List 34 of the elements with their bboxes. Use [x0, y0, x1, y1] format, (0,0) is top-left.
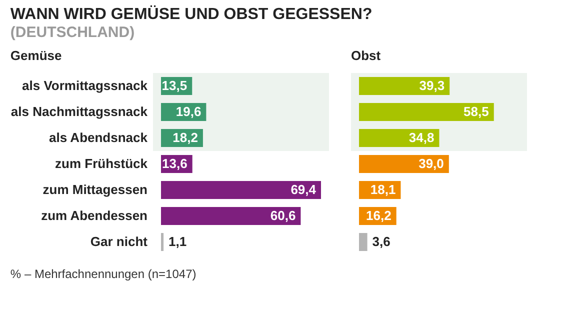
- bar: [161, 207, 301, 225]
- y-tick-label: Gar nicht: [90, 234, 148, 249]
- data-label: 3,6: [372, 234, 390, 249]
- bar: [359, 233, 368, 251]
- data-label: 34,8: [408, 130, 434, 145]
- data-label: 13,5: [162, 78, 188, 93]
- data-label: 39,0: [418, 156, 444, 171]
- bar: [359, 129, 440, 147]
- data-label: 60,6: [270, 208, 296, 223]
- bar: [359, 77, 450, 95]
- bar: [161, 233, 164, 251]
- y-tick-label: als Vormittagssnack: [22, 78, 148, 93]
- chart-title: WANN WIRD GEMÜSE UND OBST GEGESSEN?: [10, 5, 372, 23]
- y-tick-label: zum Abendessen: [41, 208, 148, 223]
- y-tick-label: zum Mittagessen: [42, 182, 148, 197]
- data-label: 1,1: [168, 234, 187, 249]
- data-label: 16,2: [366, 208, 392, 223]
- y-tick-label: als Abendsnack: [48, 130, 148, 145]
- data-label: 18,2: [172, 130, 198, 145]
- data-label: 39,3: [419, 78, 445, 93]
- text: % – Mehrfachnennungen (n=1047): [10, 267, 196, 281]
- bar: [359, 103, 494, 121]
- chart-subtitle: (DEUTSCHLAND): [10, 24, 135, 41]
- data-label: 58,5: [464, 104, 489, 119]
- y-tick-label: als Nachmittagssnack: [10, 104, 148, 119]
- text: Gemüse: [10, 48, 62, 63]
- data-label: 13,6: [162, 156, 188, 171]
- data-label: 19,6: [176, 104, 202, 119]
- data-label: 18,1: [370, 182, 396, 197]
- y-tick-label: zum Frühstück: [55, 156, 148, 171]
- data-label: 69,4: [290, 182, 317, 197]
- series-label: Obst: [351, 48, 382, 63]
- bar: [359, 155, 449, 173]
- bar: [161, 181, 321, 199]
